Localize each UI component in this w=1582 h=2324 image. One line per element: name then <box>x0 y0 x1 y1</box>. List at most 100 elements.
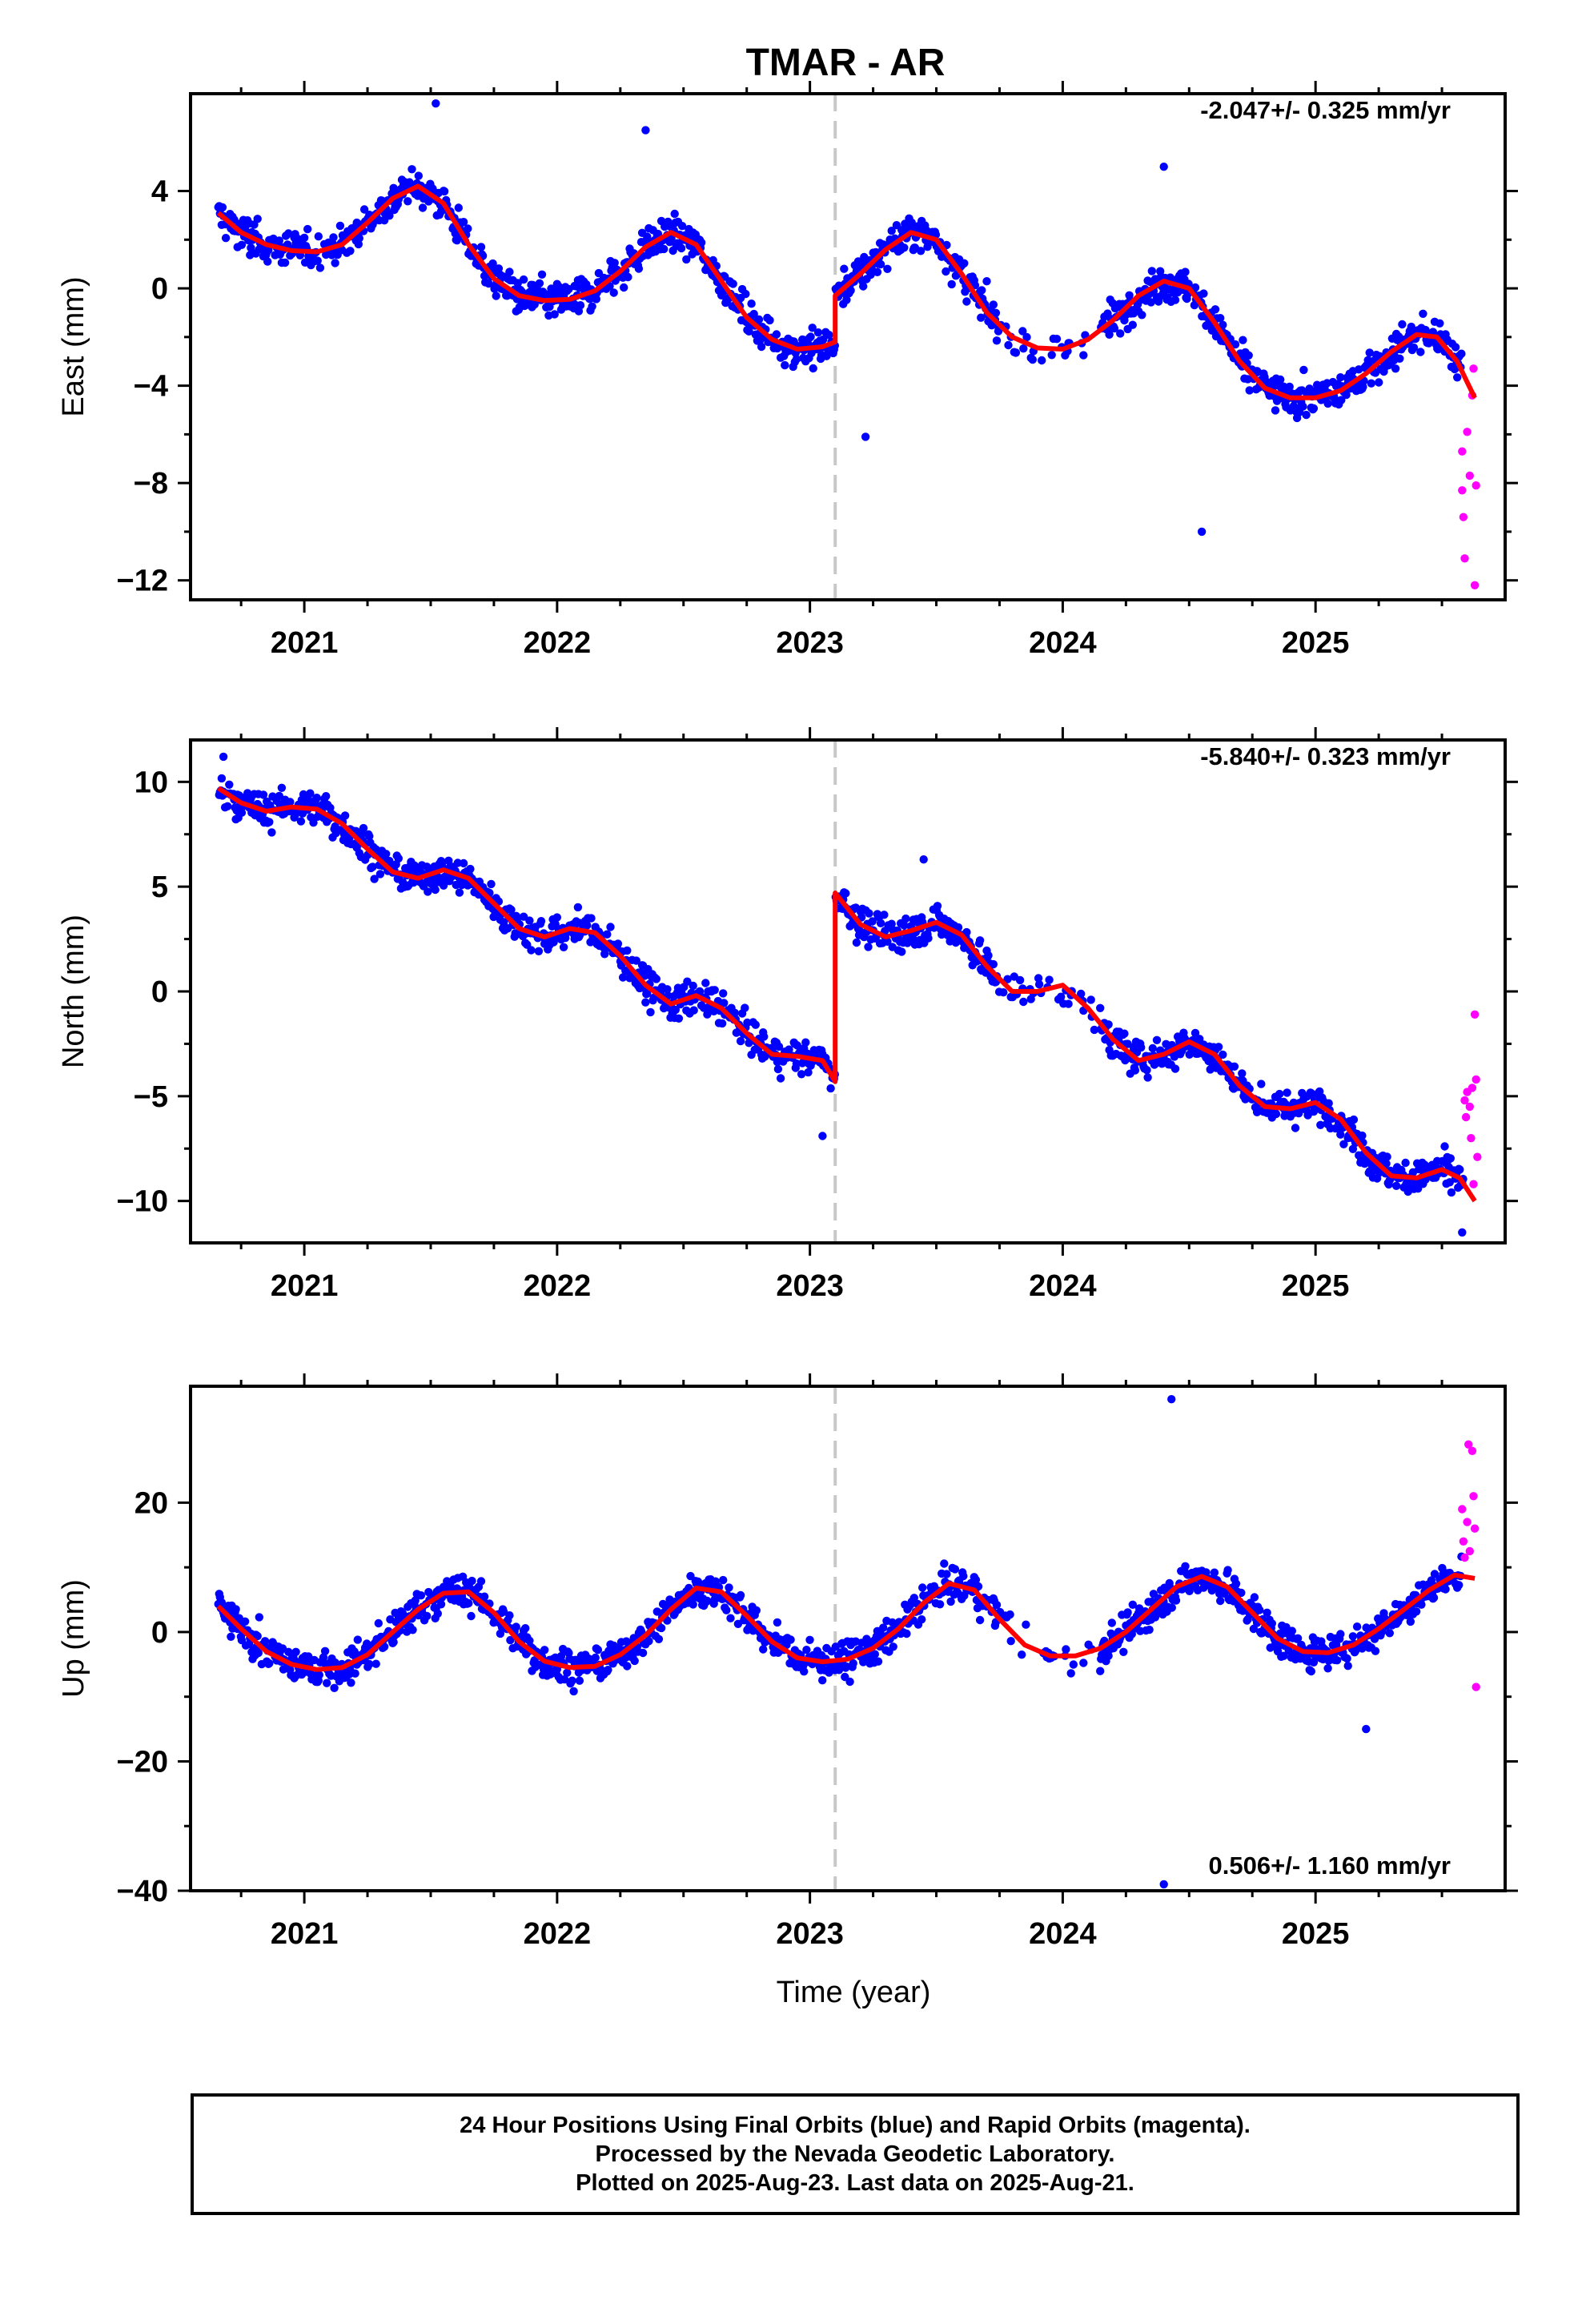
data-point <box>1398 320 1407 329</box>
data-point <box>1191 283 1200 292</box>
data-point <box>1391 1181 1401 1191</box>
data-point <box>1146 298 1155 307</box>
data-point <box>371 1659 380 1668</box>
data-point <box>1283 1088 1291 1097</box>
data-point <box>1284 1647 1293 1655</box>
data-point <box>1231 340 1240 349</box>
data-point <box>1456 1165 1464 1174</box>
data-point <box>1307 1667 1316 1676</box>
data-point <box>1419 309 1427 318</box>
y-tick-label: −20 <box>117 1745 168 1779</box>
data-point <box>849 1659 857 1668</box>
data-point <box>217 774 227 783</box>
data-point <box>1018 1651 1026 1659</box>
data-point <box>725 1583 733 1592</box>
data-point <box>253 1631 262 1641</box>
data-point <box>1006 1610 1014 1619</box>
data-point <box>947 279 956 289</box>
x-tick-label: 2023 <box>776 626 844 660</box>
data-point <box>299 233 309 243</box>
data-point <box>480 1592 489 1601</box>
data-point <box>1358 1131 1367 1140</box>
rapid-point <box>1472 1683 1480 1691</box>
plot-area <box>191 94 1505 600</box>
data-point <box>1348 1632 1358 1641</box>
data-point <box>772 330 781 339</box>
data-point <box>1293 1634 1303 1642</box>
data-point <box>552 913 561 922</box>
data-point <box>1191 1028 1200 1038</box>
x-tick-label: 2024 <box>1029 1269 1097 1303</box>
data-point <box>1096 1003 1105 1013</box>
plot-area <box>191 740 1505 1243</box>
data-point <box>613 939 623 948</box>
data-point <box>751 1020 760 1029</box>
data-point <box>569 1687 578 1696</box>
data-point <box>1343 1654 1351 1663</box>
data-point <box>1336 1630 1345 1638</box>
data-point <box>773 1064 783 1074</box>
data-point <box>512 1622 520 1631</box>
data-point <box>736 1036 745 1046</box>
data-point <box>1367 379 1376 388</box>
data-point <box>1391 364 1400 373</box>
data-point <box>1316 1120 1325 1130</box>
y-tick-label: 0 <box>151 975 168 1009</box>
data-point <box>901 914 910 923</box>
data-point <box>231 1605 240 1614</box>
data-point <box>610 259 619 267</box>
data-point <box>1019 344 1028 353</box>
data-point <box>916 247 926 255</box>
data-point <box>227 1632 235 1641</box>
data-point <box>991 308 1001 317</box>
data-point <box>506 1635 515 1645</box>
data-point <box>1105 330 1114 339</box>
data-point <box>1069 1660 1078 1669</box>
data-point <box>1237 1588 1246 1598</box>
data-point <box>573 903 583 912</box>
data-point <box>424 887 432 896</box>
data-point <box>1271 1109 1281 1119</box>
data-point <box>677 222 687 231</box>
data-point <box>265 818 274 826</box>
data-point <box>1275 1642 1283 1651</box>
data-point <box>359 205 369 214</box>
data-point <box>1145 1625 1154 1634</box>
data-point <box>519 275 528 284</box>
data-point <box>1336 373 1345 382</box>
data-point <box>1401 1158 1410 1168</box>
data-point <box>809 364 817 373</box>
data-point <box>785 1045 793 1054</box>
data-point <box>826 1084 835 1093</box>
data-point <box>370 875 379 883</box>
outlier-point <box>1362 1724 1371 1734</box>
data-point <box>754 315 764 324</box>
data-point <box>1211 305 1220 314</box>
data-point <box>797 1070 806 1079</box>
outlier-point <box>1159 163 1168 171</box>
data-point <box>1299 402 1307 411</box>
data-point <box>247 243 255 252</box>
data-point <box>1257 1080 1266 1088</box>
data-point <box>1382 1159 1391 1168</box>
data-point <box>840 264 849 273</box>
data-point <box>476 1577 486 1586</box>
data-point <box>1119 1647 1128 1656</box>
data-point <box>729 279 737 288</box>
data-point <box>1066 1669 1075 1678</box>
rapid-point <box>1460 1553 1469 1562</box>
data-point <box>889 1642 897 1651</box>
data-point <box>291 1647 300 1656</box>
data-point <box>476 243 486 251</box>
data-point <box>487 879 496 889</box>
data-point <box>1077 989 1086 999</box>
data-point <box>488 259 497 268</box>
data-point <box>563 1668 572 1677</box>
rapid-point <box>1473 1152 1482 1161</box>
data-point <box>375 870 385 879</box>
data-point <box>1167 1603 1177 1612</box>
y-tick-label: 0 <box>151 272 168 306</box>
data-point <box>918 1583 927 1592</box>
data-point <box>459 858 468 868</box>
data-point <box>1250 1593 1259 1602</box>
